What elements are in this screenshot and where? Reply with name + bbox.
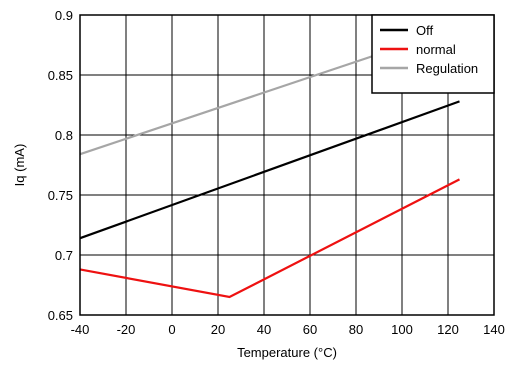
x-tick-label: 60 bbox=[303, 322, 317, 337]
x-axis-title: Temperature (°C) bbox=[237, 345, 337, 360]
y-tick-label: 0.75 bbox=[48, 188, 73, 203]
x-tick-label: 80 bbox=[349, 322, 363, 337]
y-axis-title: Iq (mA) bbox=[12, 144, 27, 187]
y-tick-label: 0.9 bbox=[55, 8, 73, 23]
x-tick-label: -40 bbox=[71, 322, 90, 337]
y-tick-label: 0.8 bbox=[55, 128, 73, 143]
y-tick-label: 0.7 bbox=[55, 248, 73, 263]
series-line-off bbox=[79, 100, 460, 240]
x-tick-label: 140 bbox=[483, 322, 505, 337]
y-tick-label: 0.65 bbox=[48, 308, 73, 323]
legend: Off normal Regulation bbox=[371, 14, 495, 94]
legend-box bbox=[371, 14, 495, 94]
y-tick-label: 0.85 bbox=[48, 68, 73, 83]
x-tick-labels: -40 -20 0 20 40 60 80 100 120 140 bbox=[71, 322, 505, 337]
legend-label: Off bbox=[416, 23, 433, 38]
x-tick-label: -20 bbox=[117, 322, 136, 337]
y-tick-labels: 0.65 0.7 0.75 0.8 0.85 0.9 bbox=[48, 8, 73, 323]
series-line-normal bbox=[79, 178, 461, 299]
x-tick-label: 120 bbox=[437, 322, 459, 337]
x-tick-label: 0 bbox=[168, 322, 175, 337]
x-tick-label: 20 bbox=[211, 322, 225, 337]
plot-frame bbox=[79, 14, 495, 316]
legend-label: Regulation bbox=[416, 61, 478, 76]
x-tick-label: 40 bbox=[257, 322, 271, 337]
legend-label: normal bbox=[416, 42, 456, 57]
x-tick-label: 100 bbox=[391, 322, 413, 337]
